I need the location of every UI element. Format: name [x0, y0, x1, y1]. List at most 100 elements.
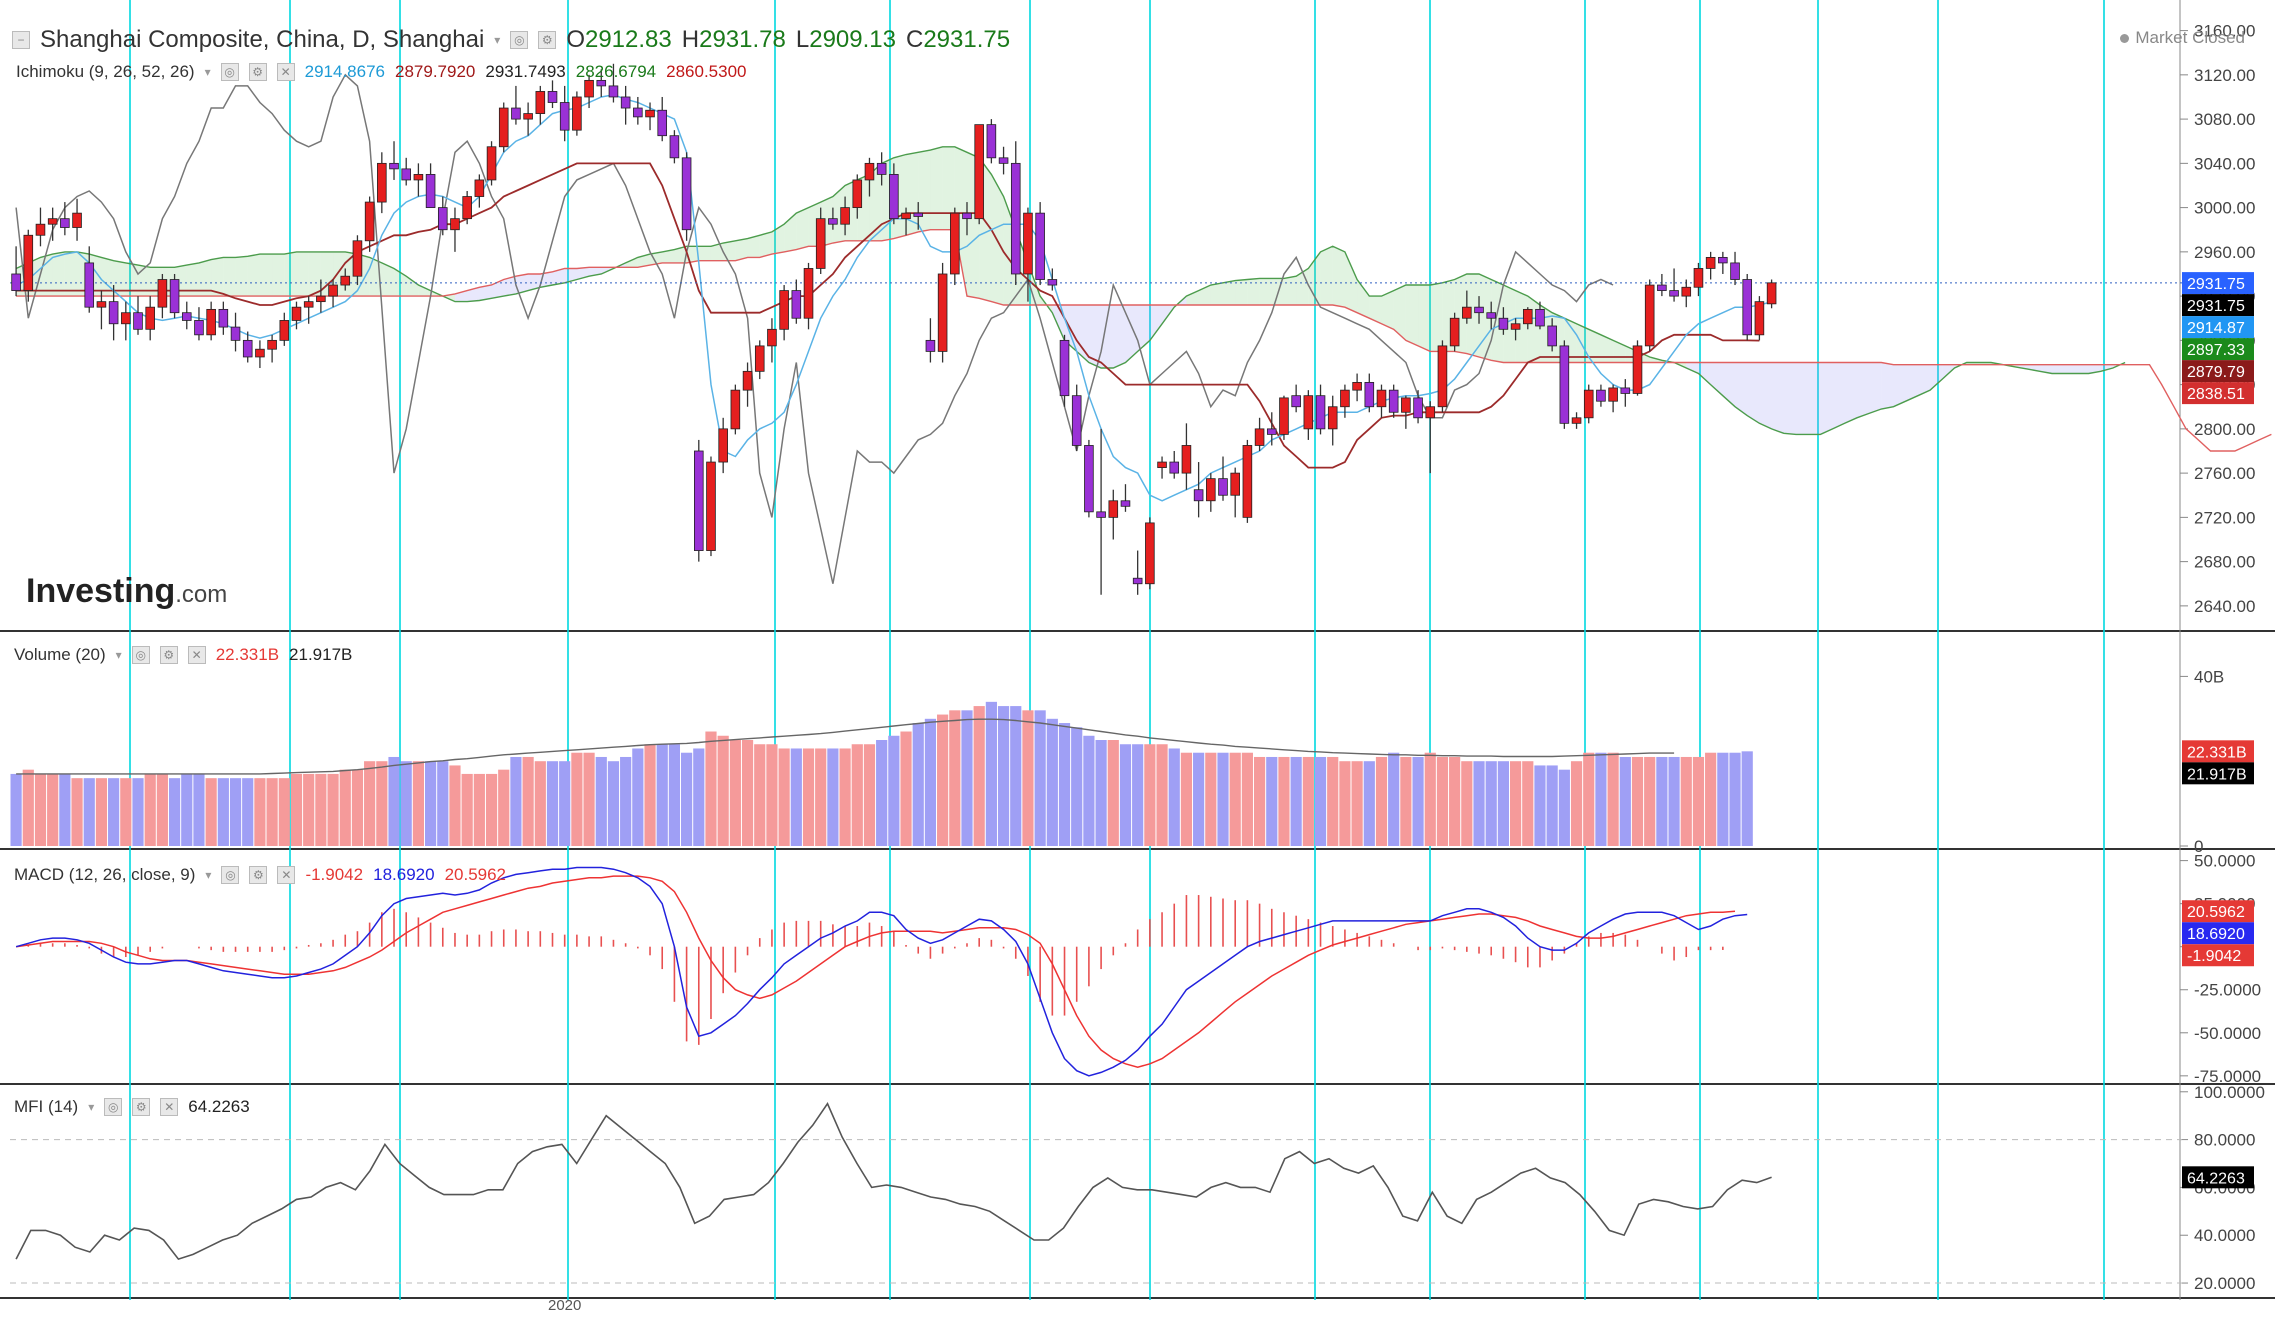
volume-bar: [607, 761, 620, 846]
symbol-title[interactable]: Shanghai Composite, China, D, Shanghai: [40, 26, 485, 53]
volume-title[interactable]: Volume (20): [14, 645, 106, 664]
candle-body: [23, 234, 34, 291]
eye-icon[interactable]: ◎: [131, 646, 150, 664]
ichimoku-cloud-segment: [1332, 246, 1345, 308]
macd-title[interactable]: MACD (12, 26, close, 9): [14, 865, 196, 884]
volume-bar: [1046, 718, 1058, 846]
symbol-dropdown-icon[interactable]: ▾: [494, 33, 501, 47]
ichimoku-cloud-segment: [1381, 290, 1394, 330]
candle-body: [913, 212, 924, 217]
volume-bar: [1168, 748, 1180, 846]
y-tick-label: 2800.00: [2194, 420, 2255, 439]
y-tick-label: 40.0000: [2194, 1226, 2255, 1245]
ichimoku-cloud-segment: [1905, 364, 1918, 402]
settings-icon[interactable]: ⚙: [248, 63, 267, 81]
settings-icon[interactable]: ⚙: [538, 31, 557, 49]
settings-icon[interactable]: ⚙: [159, 646, 178, 664]
volume-bar: [315, 773, 327, 846]
candle-body: [255, 348, 265, 358]
ichimoku-chikou-line: [15, 73, 1614, 584]
volume-bar: [1071, 727, 1083, 846]
mfi-legend: MFI (14) ▾ ◎ ⚙ ✕ 64.2263: [14, 1097, 250, 1117]
collapse-icon[interactable]: −: [12, 31, 30, 49]
candle-body: [803, 268, 814, 319]
price-tag-label: 2879.79: [2187, 364, 2245, 381]
candle-body: [1157, 461, 1167, 468]
volume-bar: [717, 735, 729, 846]
eye-icon[interactable]: ◎: [221, 866, 240, 884]
ichimoku-cloud-segment: [747, 235, 760, 258]
ichimoku-cloud-segment: [637, 254, 651, 268]
volume-bar: [1619, 756, 1631, 846]
candle-body: [1620, 387, 1631, 394]
ichimoku-cloud-segment: [2076, 364, 2089, 374]
eye-icon[interactable]: ◎: [104, 1098, 123, 1116]
volume-dropdown-icon[interactable]: ▾: [115, 648, 122, 662]
ichimoku-cloud-segment: [1393, 285, 1406, 341]
y-tick-label: 2760.00: [2194, 464, 2255, 483]
settings-icon[interactable]: ⚙: [132, 1098, 151, 1116]
candle-body: [1462, 306, 1472, 319]
candle-body: [169, 279, 180, 314]
volume-bar: [571, 752, 583, 846]
ohlc-open: O2912.83: [566, 26, 672, 53]
close-icon[interactable]: ✕: [160, 1098, 179, 1116]
volume-bar: [1412, 756, 1424, 846]
ichimoku-cloud-segment: [954, 146, 967, 297]
close-icon[interactable]: ✕: [276, 63, 295, 81]
close-icon[interactable]: ✕: [277, 866, 296, 884]
ichimoku-cloud-segment: [930, 146, 943, 230]
volume-bar: [1107, 740, 1119, 846]
status-dot-icon: [2120, 34, 2130, 43]
macd-signal-value: 20.5962: [444, 865, 507, 884]
candle-body: [1218, 478, 1228, 496]
volume-bar: [339, 769, 351, 846]
candle-body: [937, 273, 948, 352]
volume-bar: [961, 710, 973, 846]
ichimoku-dropdown-icon[interactable]: ▾: [204, 65, 211, 79]
candle-body: [474, 179, 485, 197]
volume-bar: [815, 748, 827, 846]
ichimoku-title[interactable]: Ichimoku (9, 26, 52, 26): [16, 62, 195, 81]
ichimoku-cloud-segment: [625, 257, 638, 268]
candle-body: [1242, 445, 1253, 518]
volume-bar: [1668, 756, 1680, 846]
ichimoku-cloud-segment: [1101, 304, 1114, 369]
volume-bar: [156, 773, 168, 846]
mfi-dropdown-icon[interactable]: ▾: [88, 1100, 95, 1114]
candle-body: [742, 370, 753, 391]
price-tag: [2182, 294, 2254, 317]
volume-bar: [1156, 744, 1168, 846]
candle-body: [364, 201, 375, 242]
candle-body: [791, 290, 802, 319]
candle-body: [1474, 306, 1484, 314]
macd-dropdown-icon[interactable]: ▾: [205, 868, 212, 882]
volume-bar: [461, 773, 473, 846]
candle-body: [925, 339, 936, 352]
y-tick-label: 50.0000: [2194, 852, 2255, 871]
ichimoku-cloud-segment: [186, 262, 199, 297]
price-tag-label: 22.331B: [2187, 744, 2247, 761]
candle-body: [1510, 323, 1521, 330]
close-icon[interactable]: ✕: [187, 646, 206, 664]
volume-bar: [1656, 756, 1668, 846]
volume-bar: [754, 744, 766, 846]
eye-icon[interactable]: ◎: [220, 63, 239, 81]
ichimoku-cloud-segment: [1405, 285, 1419, 346]
candle-body: [828, 218, 838, 225]
eye-icon[interactable]: ◎: [510, 31, 529, 49]
volume-bar: [1058, 723, 1071, 846]
volume-bar: [1241, 752, 1253, 846]
ohlc-low: L2909.13: [795, 26, 896, 53]
candle-body: [840, 207, 850, 225]
volume-bar: [95, 778, 108, 846]
settings-icon[interactable]: ⚙: [249, 866, 268, 884]
volume-bar: [656, 744, 668, 846]
ichimoku-cloud-segment: [759, 231, 772, 258]
ichimoku-span-b-line: [16, 228, 2272, 452]
candle-body: [1364, 381, 1375, 408]
volume-bar: [449, 765, 461, 846]
mfi-title[interactable]: MFI (14): [14, 1097, 79, 1116]
